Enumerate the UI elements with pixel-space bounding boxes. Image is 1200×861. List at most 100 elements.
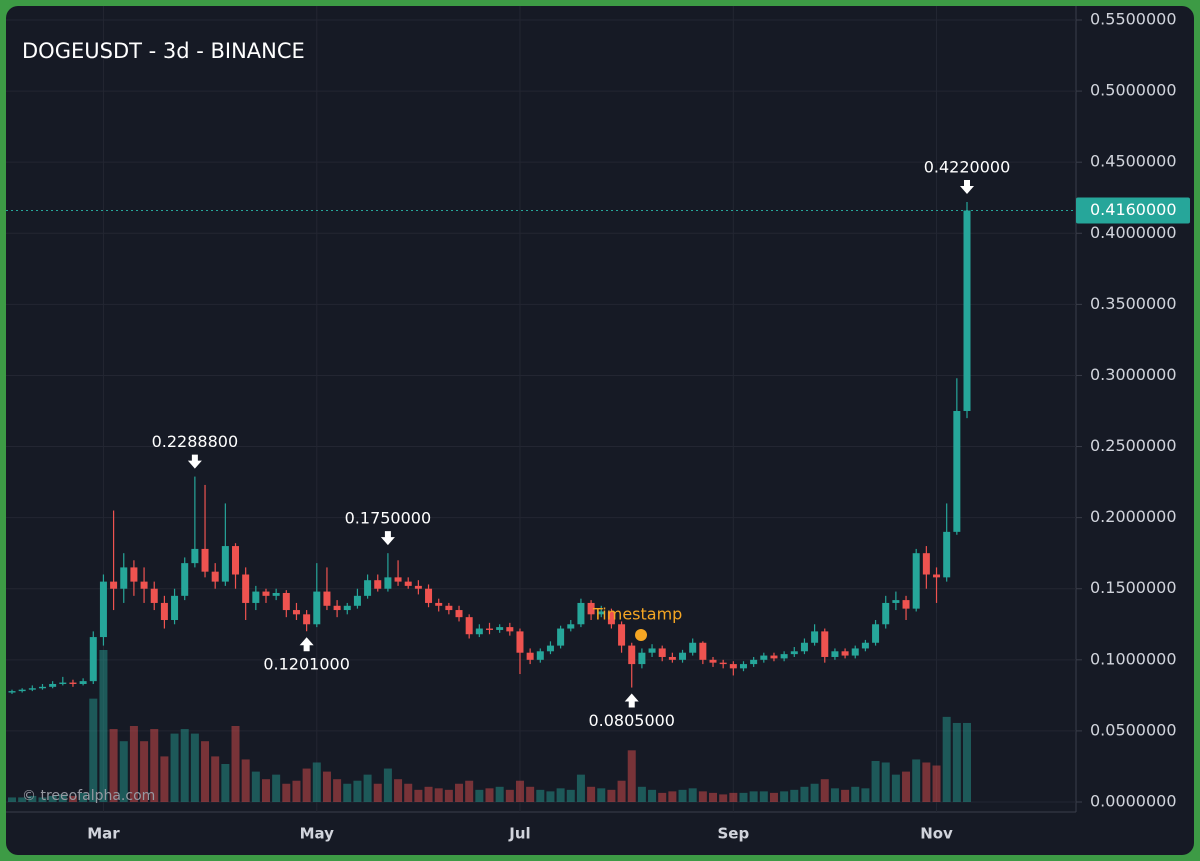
y-tick-label: 0.1500000	[1090, 578, 1177, 597]
volume-bar	[434, 788, 443, 802]
volume-bar	[830, 788, 839, 802]
candle-body	[516, 631, 524, 653]
candle-body	[618, 624, 626, 646]
low-label: 0.0805000	[588, 711, 675, 730]
volume-bar	[668, 791, 677, 802]
candle-body	[384, 577, 392, 589]
volume-bar	[394, 779, 403, 802]
candle-body	[597, 611, 605, 615]
volume-bar	[383, 768, 392, 802]
candle-body	[699, 642, 707, 660]
arrow-down	[380, 531, 395, 546]
volume-bar	[160, 756, 169, 802]
volume-bar	[353, 780, 362, 802]
volume-bar	[942, 716, 951, 802]
candle-body	[963, 210, 971, 411]
chart-title: DOGEUSDT - 3d - BINANCE	[22, 39, 305, 63]
candle-body	[668, 656, 676, 660]
candle-body	[49, 683, 57, 687]
volume-bar	[414, 789, 423, 802]
x-tick-label: Mar	[87, 825, 120, 843]
volume-bar	[302, 768, 311, 802]
candle-body	[374, 580, 382, 589]
candle-body	[262, 591, 270, 596]
low-label: 0.1201000	[263, 655, 350, 674]
volume-bar	[719, 794, 728, 802]
volume-bar	[180, 729, 189, 802]
candle-body	[892, 600, 900, 603]
volume-bar	[282, 783, 291, 802]
candle-body	[181, 563, 189, 596]
candle-body	[252, 591, 260, 603]
volume-bar	[678, 789, 687, 802]
candle-body	[851, 648, 859, 656]
candle-body	[364, 580, 372, 596]
arrow-down	[187, 454, 202, 469]
last-price-label: 0.4160000	[1090, 200, 1177, 219]
volume-pane	[8, 650, 971, 802]
candle-body	[831, 651, 839, 657]
watermark: © treeofalpha.com	[22, 788, 155, 804]
volume-bar	[190, 733, 199, 802]
candle-body	[486, 628, 493, 630]
y-tick-label: 0.5500000	[1090, 10, 1177, 29]
volume-bar	[881, 762, 890, 802]
volume-bar	[495, 786, 504, 802]
volume-bar	[891, 774, 900, 802]
arrow-down	[960, 179, 974, 194]
candle-body	[658, 648, 666, 657]
candle-body	[303, 614, 311, 625]
candle-body	[221, 546, 229, 582]
candle-body	[414, 585, 422, 589]
candle-body	[557, 628, 565, 646]
candle-body	[709, 659, 717, 663]
volume-bar	[343, 783, 352, 802]
grid	[6, 6, 1076, 812]
high-label: 0.4220000	[924, 157, 1011, 176]
volume-bar	[790, 789, 799, 802]
volume-bar	[607, 789, 616, 802]
volume-bar	[373, 783, 382, 802]
y-tick-label: 0.3500000	[1090, 294, 1177, 313]
candle-body	[150, 588, 158, 603]
candle-body	[526, 652, 534, 660]
volume-bar	[546, 791, 555, 802]
volume-bar	[272, 774, 281, 802]
volume-bar	[576, 774, 585, 802]
candle-body	[18, 689, 26, 692]
y-tick-label: 0.2000000	[1090, 507, 1177, 526]
volume-bar	[363, 774, 372, 802]
candle-body	[475, 628, 483, 635]
volume-bar	[109, 729, 118, 802]
candle-body	[445, 605, 453, 611]
candle-body	[323, 591, 331, 606]
volume-bar	[8, 797, 16, 802]
candle-body	[394, 577, 402, 582]
candle-body	[232, 546, 240, 575]
candle-body	[567, 624, 575, 629]
volume-bar	[709, 792, 718, 802]
volume-bar	[820, 779, 829, 802]
candle-body	[587, 602, 595, 615]
x-tick-label: Nov	[920, 825, 953, 843]
volume-bar	[261, 779, 270, 802]
volume-bar	[597, 788, 606, 802]
candle-body	[79, 681, 87, 684]
volume-bar	[769, 792, 778, 802]
candle-body	[8, 691, 16, 693]
volume-bar	[404, 783, 413, 802]
y-tick-label: 0.2500000	[1090, 436, 1177, 455]
candle-body	[160, 602, 168, 621]
y-tick-label: 0.1000000	[1090, 649, 1177, 668]
candle-body	[770, 655, 778, 659]
candle-body	[719, 662, 727, 665]
candle-body	[292, 610, 300, 615]
volume-bar	[902, 771, 911, 802]
volume-bar	[444, 789, 453, 802]
volume-bar	[18, 797, 27, 802]
volume-bar	[556, 788, 565, 802]
candles	[8, 201, 971, 694]
candle-body	[729, 664, 737, 669]
